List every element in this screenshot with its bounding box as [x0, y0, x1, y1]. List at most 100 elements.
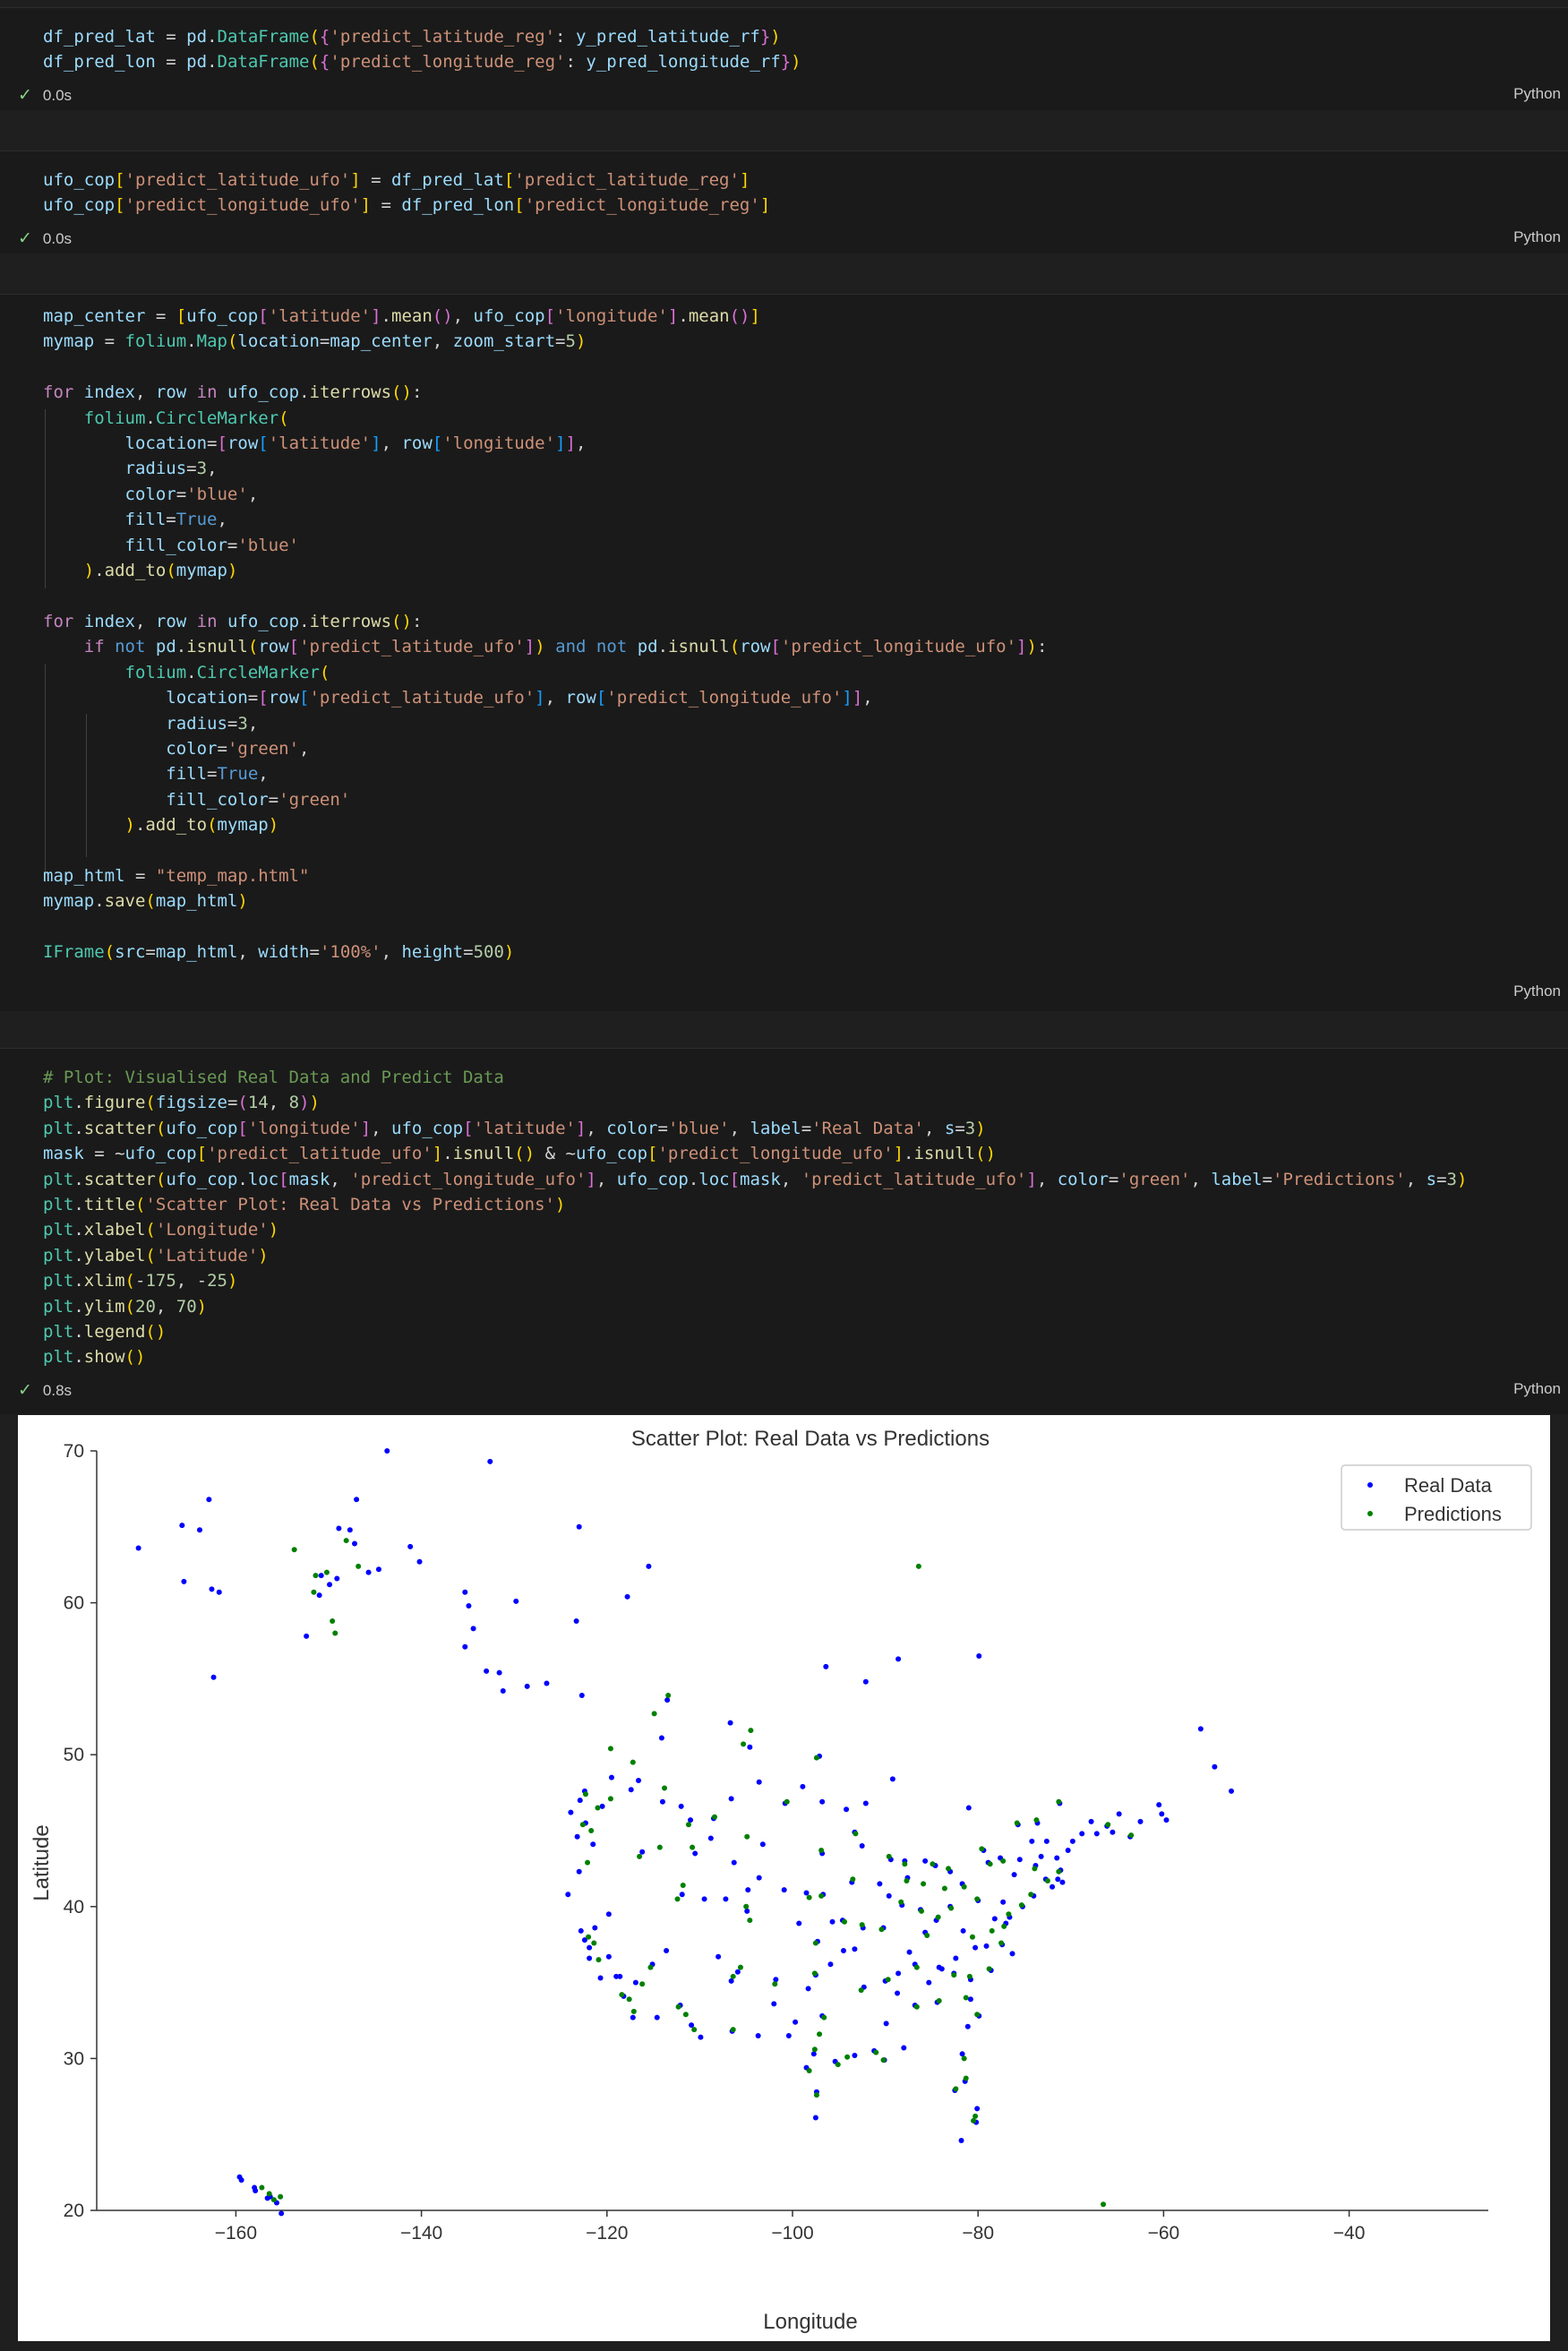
data-point — [1059, 1879, 1066, 1885]
code-token: DataFrame — [217, 52, 310, 73]
data-point — [1056, 1798, 1062, 1805]
data-point — [967, 1996, 973, 2003]
indent-guide — [86, 714, 87, 857]
code-token: mymap — [43, 891, 95, 912]
code-token: ] — [575, 1118, 587, 1138]
code-token: , — [452, 306, 474, 326]
legend-box — [1341, 1464, 1532, 1531]
data-point — [291, 1547, 297, 1553]
data-point — [850, 1876, 856, 1883]
code-line[interactable]: # Plot: Visualised Real Data and Predict… — [43, 1065, 1467, 1090]
code-token: isnull — [186, 637, 248, 657]
code-token: '100%' — [319, 942, 381, 963]
code-line[interactable]: ufo_cop['predict_longitude_ufo'] = df_pr… — [43, 193, 770, 218]
code-line[interactable]: mymap = folium.Map(location=map_center, … — [43, 329, 1047, 354]
data-point — [578, 1927, 584, 1934]
cell-3-language[interactable]: Python — [1513, 982, 1561, 1000]
code-cell-3[interactable]: map_center = [ufo_cop['latitude'].mean()… — [0, 294, 1568, 1011]
code-line[interactable]: ).add_to(mymap) — [43, 558, 1047, 583]
code-line[interactable] — [43, 583, 1047, 608]
cell-1-language[interactable]: Python — [1513, 85, 1561, 102]
code-token: 500 — [473, 942, 504, 963]
code-line[interactable]: folium.CircleMarker( — [43, 406, 1047, 431]
code-cell-4[interactable]: # Plot: Visualised Real Data and Predict… — [0, 1048, 1568, 1414]
code-token: 'predict_latitude_ufo' — [299, 637, 525, 657]
code-line[interactable]: IFrame(src=map_html, width='100%', heigh… — [43, 940, 1047, 965]
chart-ylabel: Latitude — [30, 1824, 54, 1901]
code-token — [586, 637, 595, 656]
code-line[interactable] — [43, 838, 1047, 863]
code-line[interactable] — [43, 355, 1047, 380]
code-line[interactable]: plt.show() — [43, 1344, 1467, 1369]
data-point — [810, 2051, 817, 2057]
code-token: , — [544, 688, 566, 708]
data-point — [772, 1981, 778, 1987]
code-line[interactable]: plt.title('Scatter Plot: Real Data vs Pr… — [43, 1192, 1467, 1217]
code-line[interactable]: location=[row['predict_latitude_ufo'], r… — [43, 685, 1047, 710]
code-line[interactable]: mymap.save(map_html) — [43, 888, 1047, 914]
code-line[interactable]: mask = ~ufo_cop['predict_latitude_ufo'].… — [43, 1141, 1467, 1166]
code-line[interactable]: map_html = "temp_map.html" — [43, 863, 1047, 888]
cell-3-code[interactable]: map_center = [ufo_cop['latitude'].mean()… — [43, 304, 1047, 965]
code-line[interactable]: df_pred_lat = pd.DataFrame({'predict_lat… — [43, 24, 801, 49]
code-line[interactable]: radius=3, — [43, 711, 1047, 736]
code-line[interactable]: plt.scatter(ufo_cop['longitude'], ufo_co… — [43, 1116, 1467, 1141]
code-token: row — [227, 433, 259, 454]
code-cell-2[interactable]: ufo_cop['predict_latitude_ufo'] = df_pre… — [0, 150, 1568, 253]
code-line[interactable]: plt.ylim(20, 70) — [43, 1294, 1467, 1319]
code-line[interactable]: map_center = [ufo_cop['latitude'].mean()… — [43, 304, 1047, 329]
code-token: , — [432, 331, 453, 352]
code-line[interactable]: ufo_cop['predict_latitude_ufo'] = df_pre… — [43, 167, 770, 193]
code-token: 'predict_latitude_ufo' — [207, 1144, 433, 1164]
code-token: : — [555, 27, 576, 47]
code-line[interactable]: color='blue', — [43, 482, 1047, 507]
code-line[interactable]: color='green', — [43, 736, 1047, 761]
code-line[interactable]: radius=3, — [43, 456, 1047, 481]
data-point — [574, 1833, 580, 1840]
code-line[interactable]: fill_color='blue' — [43, 533, 1047, 558]
code-line[interactable]: plt.xlim(-175, -25) — [43, 1268, 1467, 1293]
data-point — [889, 1776, 895, 1782]
data-point — [747, 1744, 753, 1750]
data-point — [1001, 1923, 1007, 1929]
code-line[interactable]: plt.xlabel('Longitude') — [43, 1217, 1467, 1242]
code-line[interactable]: ).add_to(mymap) — [43, 812, 1047, 837]
code-line[interactable]: df_pred_lon = pd.DataFrame({'predict_lon… — [43, 49, 801, 74]
data-point — [607, 1746, 613, 1752]
code-token: label — [750, 1118, 801, 1138]
data-point — [384, 1448, 390, 1454]
code-line[interactable]: for index, row in ufo_cop.iterrows(): — [43, 609, 1047, 634]
code-line[interactable]: fill=True, — [43, 761, 1047, 786]
data-point — [1018, 1902, 1024, 1909]
code-token: , — [575, 433, 587, 454]
code-token: mymap — [43, 331, 95, 352]
code-line[interactable]: fill=True, — [43, 507, 1047, 532]
code-token — [627, 637, 637, 656]
code-token: ] — [555, 433, 566, 454]
code-token: [ — [503, 170, 515, 190]
data-point — [844, 2054, 851, 2060]
code-token: ( — [247, 637, 259, 657]
code-token: ylabel — [83, 1245, 146, 1266]
code-token: , — [299, 738, 310, 759]
code-line[interactable]: for index, row in ufo_cop.iterrows(): — [43, 380, 1047, 405]
cell-2-language[interactable]: Python — [1513, 228, 1561, 245]
code-line[interactable]: plt.figure(figsize=(14, 8)) — [43, 1090, 1467, 1115]
code-token: ( — [155, 1118, 167, 1138]
code-token: 3 — [237, 713, 248, 734]
cell-4-code[interactable]: # Plot: Visualised Real Data and Predict… — [43, 1065, 1467, 1370]
code-line[interactable]: plt.legend() — [43, 1319, 1467, 1344]
cell-1-code[interactable]: df_pred_lat = pd.DataFrame({'predict_lat… — [43, 24, 801, 75]
cell-4-language[interactable]: Python — [1513, 1380, 1561, 1397]
code-line[interactable]: location=[row['latitude'], row['longitud… — [43, 431, 1047, 456]
code-line[interactable]: plt.ylabel('Latitude') — [43, 1243, 1467, 1268]
code-line[interactable] — [43, 914, 1047, 940]
code-line[interactable]: fill_color='green' — [43, 787, 1047, 812]
code-line[interactable]: if not pd.isnull(row['predict_latitude_u… — [43, 634, 1048, 659]
code-line[interactable]: plt.scatter(ufo_cop.loc[mask, 'predict_l… — [43, 1167, 1467, 1192]
cell-2-code[interactable]: ufo_cop['predict_latitude_ufo'] = df_pre… — [43, 167, 770, 219]
data-point — [759, 1841, 766, 1848]
code-cell-1[interactable]: df_pred_lat = pd.DataFrame({'predict_lat… — [0, 7, 1568, 110]
code-line[interactable]: folium.CircleMarker( — [43, 660, 1047, 685]
code-token — [73, 612, 83, 631]
